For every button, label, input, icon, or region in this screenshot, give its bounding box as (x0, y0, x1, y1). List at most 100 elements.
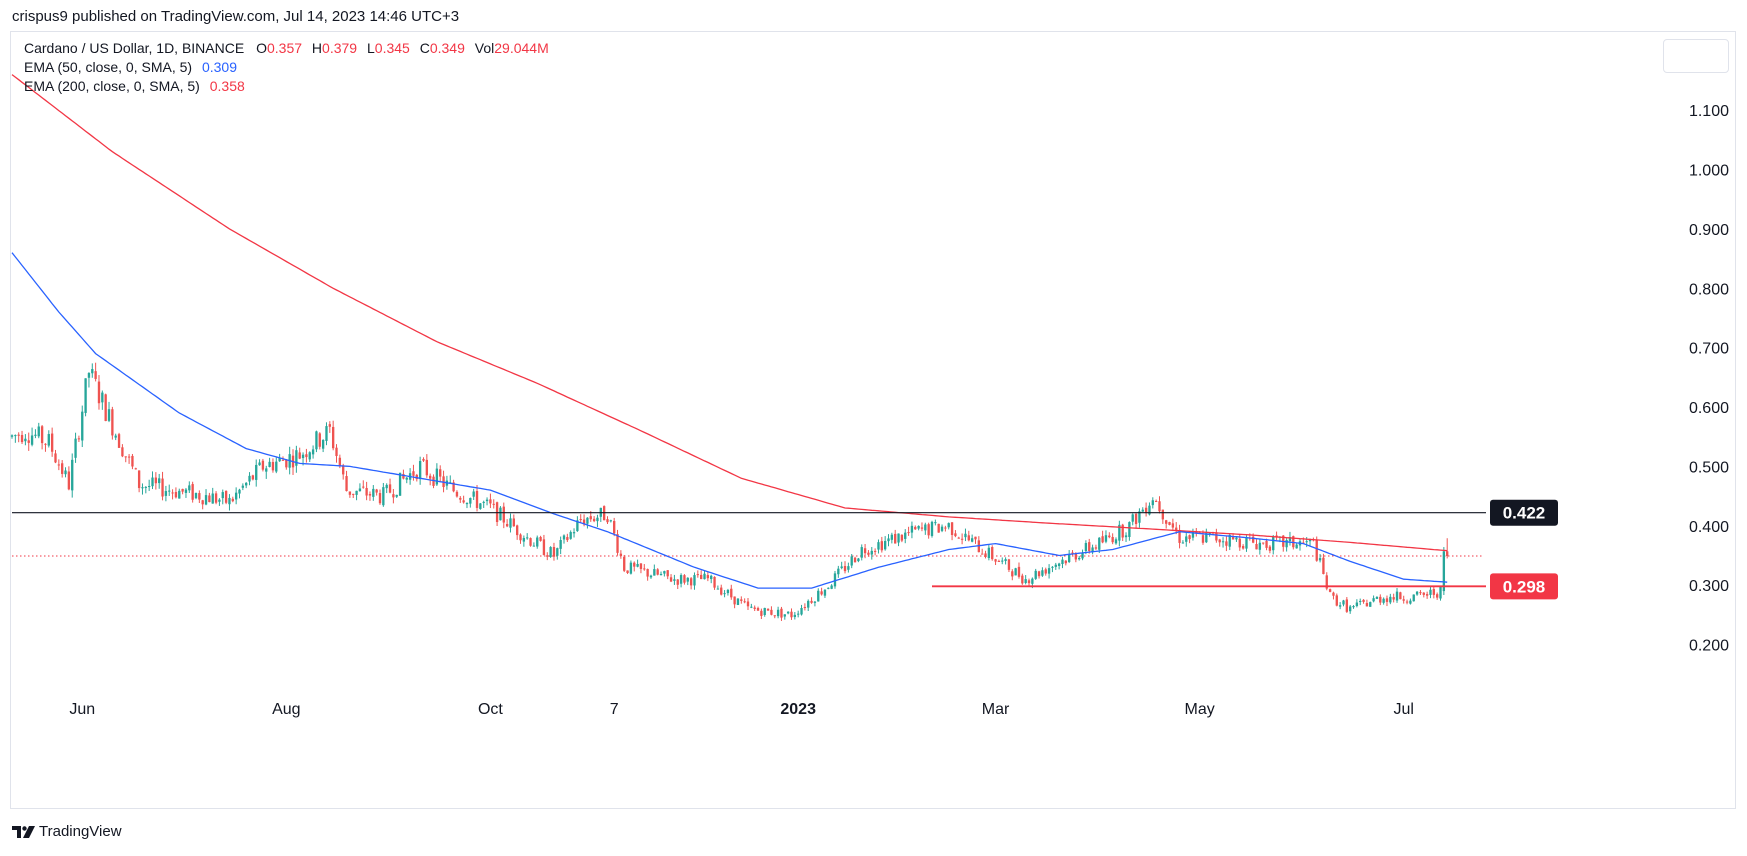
candle-body (753, 607, 756, 609)
candle-body (536, 537, 539, 547)
candle-body (679, 575, 683, 584)
candle-body (1144, 507, 1148, 514)
candle-body (669, 577, 673, 582)
candle-body (395, 494, 398, 497)
legend-ema50-label: EMA (50, close, 0, SMA, 5) (24, 59, 193, 75)
candle-body (469, 498, 472, 504)
tradingview-footer[interactable]: TradingView (12, 823, 122, 840)
candle-body (1124, 535, 1128, 538)
candle-body (117, 434, 121, 448)
candle-body (101, 392, 104, 403)
candle-body (385, 484, 388, 489)
candle-body (87, 373, 91, 378)
candle-body (810, 600, 813, 603)
candle-body (1215, 532, 1218, 541)
candle-body (519, 534, 522, 541)
legend-volume-label: Vol (474, 40, 495, 56)
candle-body (30, 435, 34, 445)
candle-body (295, 450, 298, 466)
candle-body (489, 499, 492, 504)
ema50-line (11, 252, 1448, 589)
candle-body (459, 497, 462, 500)
candle-body (94, 371, 97, 379)
candle-body (696, 574, 699, 576)
candle-body (522, 537, 526, 542)
candle-body (920, 527, 924, 529)
price-scale-settings-button[interactable] (1663, 39, 1729, 73)
y-tick-label: 0.300 (1689, 578, 1729, 595)
candle-body (198, 493, 201, 500)
candle-body (629, 562, 633, 574)
candle-body (328, 424, 331, 427)
candle-body (1154, 501, 1158, 503)
candle-body (1392, 597, 1395, 600)
candle-body (1332, 592, 1335, 596)
candle-body (261, 460, 265, 470)
candle-body (1108, 535, 1111, 538)
candle-body (716, 588, 720, 590)
candle-body (281, 459, 285, 461)
candle-body (1181, 542, 1185, 544)
candle-body (325, 426, 328, 441)
candle-body (720, 587, 723, 595)
candle-body (372, 488, 375, 497)
candle-body (1425, 594, 1429, 596)
candle-body (766, 608, 770, 611)
candle-body (970, 538, 974, 542)
candle-body (375, 489, 378, 493)
candle-body (917, 525, 920, 529)
candle-body (211, 493, 214, 504)
candle-body (107, 409, 111, 421)
candle-body (743, 601, 746, 603)
candle-body (1295, 544, 1298, 549)
candle-body (1432, 589, 1435, 595)
candle-body (1111, 536, 1114, 543)
support-price-badge (1490, 573, 1558, 600)
candle-body (37, 426, 40, 437)
candle-body (703, 573, 706, 580)
candle-body (964, 533, 967, 538)
candle-body (74, 438, 77, 458)
candle-body (800, 608, 803, 615)
candle-body (616, 534, 619, 553)
candle-body (900, 534, 904, 541)
candle-body (50, 433, 54, 452)
legend-ema200-row[interactable]: EMA (200, close, 0, SMA, 5) 0.358 (24, 78, 245, 94)
candle-body (362, 486, 365, 488)
candle-body (646, 569, 649, 577)
candle-body (255, 464, 258, 480)
candle-body (639, 563, 643, 569)
candle-body (994, 559, 997, 562)
candle-body (659, 573, 663, 575)
candle-body (241, 485, 245, 488)
candle-body (552, 547, 556, 557)
candle-body (171, 492, 174, 494)
candle-body (435, 468, 439, 485)
candle-body (843, 566, 847, 572)
candle-body (485, 499, 489, 502)
legend-high-value: 0.379 (322, 40, 358, 56)
candle-body (392, 494, 395, 498)
candle-body (633, 562, 636, 567)
candle-body (850, 556, 853, 566)
candle-body (1084, 542, 1088, 552)
candle-body (770, 609, 773, 615)
legend-low-value: 0.345 (374, 40, 410, 56)
candle-body (1034, 570, 1037, 579)
candle-body (726, 589, 730, 594)
candle-body (710, 575, 713, 580)
candle-body (1385, 598, 1389, 602)
candle-body (168, 490, 171, 492)
candle-body (348, 491, 352, 495)
candle-body (897, 533, 900, 543)
x-axis: Jun Aug Oct 7 2023 Mar May Jul (69, 701, 1414, 718)
candle-body (1315, 540, 1318, 561)
candle-body (1439, 585, 1442, 599)
candle-body (178, 490, 181, 499)
legend-ema50-row[interactable]: EMA (50, close, 0, SMA, 5) 0.309 (24, 59, 237, 75)
candle-body (378, 493, 382, 504)
candle-body (1098, 537, 1101, 550)
candle-body (1061, 559, 1064, 565)
candle-body (1051, 566, 1054, 568)
